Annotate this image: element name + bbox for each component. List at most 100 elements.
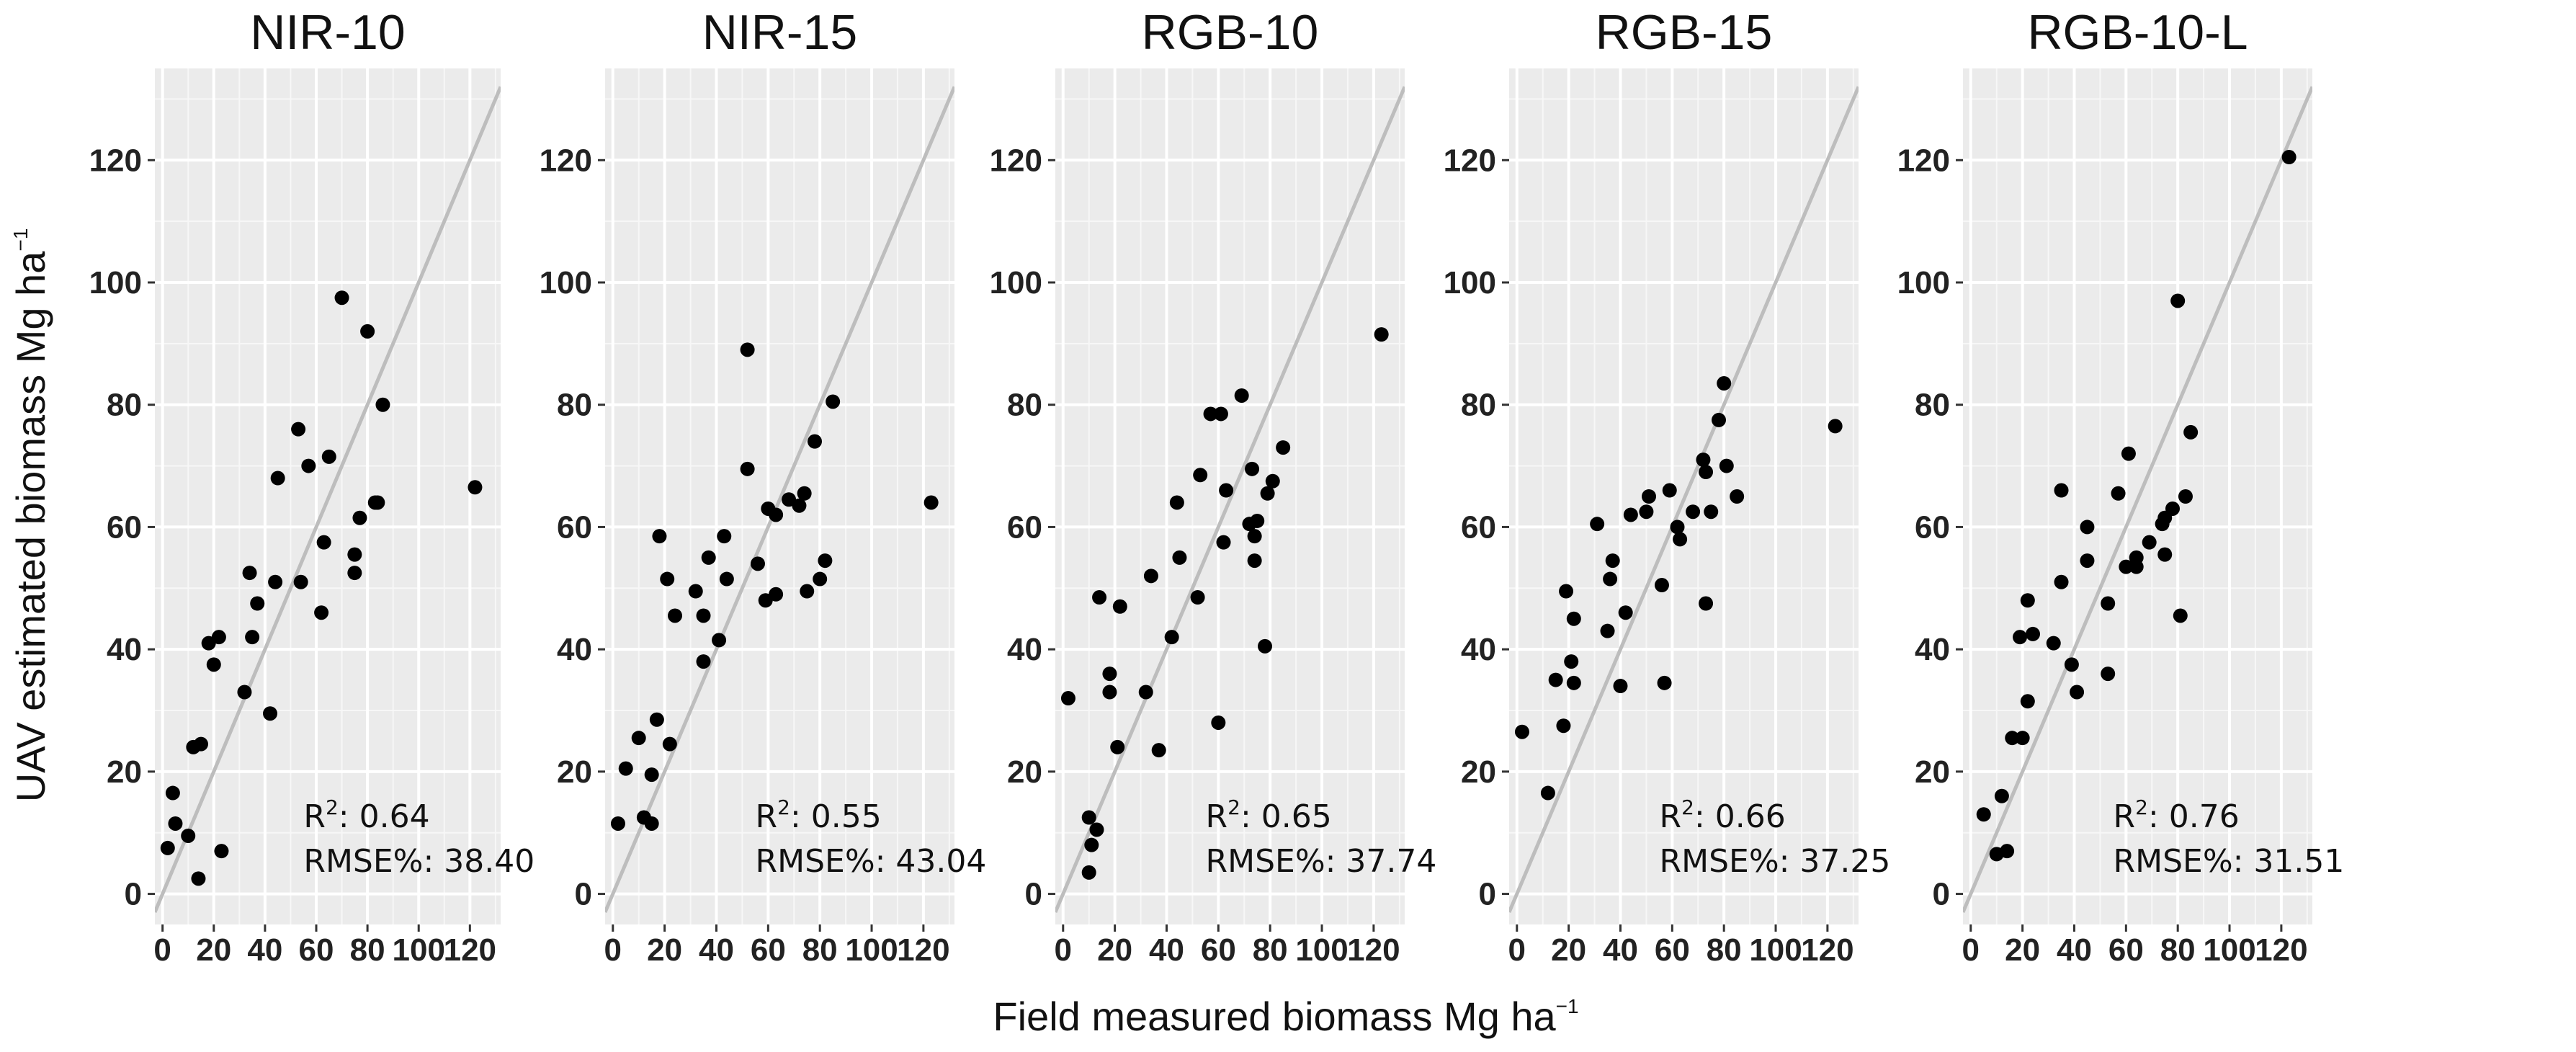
y-tick-label: 0: [125, 877, 142, 912]
x-tick-label: 40: [699, 932, 734, 968]
data-point: [334, 290, 349, 306]
data-point: [1613, 679, 1628, 694]
data-point: [1704, 504, 1719, 520]
data-point: [826, 394, 841, 409]
x-tick-label: 80: [1707, 932, 1742, 968]
r-squared-label: R2: 0.66: [1660, 795, 1786, 835]
data-point: [1084, 837, 1099, 852]
x-tick-label: 0: [1508, 932, 1526, 968]
data-point: [2119, 559, 2134, 574]
data-point: [1699, 596, 1714, 611]
data-point: [1712, 412, 1726, 427]
data-point: [1662, 483, 1677, 498]
data-point: [1193, 468, 1208, 483]
data-point: [652, 529, 667, 544]
data-point: [2005, 731, 2020, 746]
data-point: [2121, 446, 2136, 461]
data-point: [2000, 844, 2015, 859]
y-tick-label: 100: [1897, 265, 1950, 300]
y-tick-label: 60: [557, 509, 592, 545]
data-point: [792, 498, 807, 513]
data-point: [250, 596, 265, 611]
x-tick-label: 120: [2255, 932, 2307, 968]
y-tick-label: 100: [990, 265, 1042, 300]
data-point: [1654, 578, 1669, 593]
data-point: [2013, 630, 2028, 645]
r-squared-label: R2: 0.65: [1206, 795, 1332, 835]
data-point: [1603, 571, 1618, 587]
panel-title: NIR-15: [702, 5, 857, 60]
data-point: [1060, 691, 1075, 706]
data-point: [242, 566, 257, 581]
rmse-label: RMSE%: 38.40: [303, 843, 535, 880]
data-point: [1699, 465, 1714, 480]
data-point: [662, 736, 677, 752]
r-squared-label: R2: 0.55: [756, 795, 882, 835]
data-point: [2281, 150, 2297, 165]
data-point: [2129, 559, 2144, 574]
data-point: [1657, 675, 1672, 690]
data-point: [245, 630, 260, 645]
data-point: [808, 434, 822, 449]
data-point: [1219, 483, 1234, 498]
x-tick-label: 80: [1253, 932, 1288, 968]
data-point: [194, 736, 208, 752]
y-tick-label: 20: [1915, 754, 1950, 790]
y-tick-label: 0: [1025, 877, 1042, 912]
y-tick-label: 20: [107, 754, 142, 790]
x-tick-label: 20: [196, 932, 231, 968]
data-point: [293, 574, 308, 589]
data-point: [360, 324, 375, 339]
x-tick-label: 120: [1347, 932, 1400, 968]
data-point: [1276, 440, 1291, 455]
y-tick-label: 100: [540, 265, 592, 300]
y-tick-label: 120: [89, 143, 142, 178]
data-point: [1514, 724, 1529, 739]
data-point: [263, 706, 277, 721]
data-point: [2165, 501, 2180, 516]
data-point: [696, 654, 711, 669]
data-point: [321, 449, 336, 464]
y-tick-label: 60: [1007, 509, 1042, 545]
data-point: [2178, 489, 2193, 504]
data-point: [191, 871, 206, 886]
rmse-label: RMSE%: 37.25: [1660, 843, 1891, 880]
data-point: [1151, 743, 1166, 758]
data-point: [750, 556, 765, 571]
data-point: [797, 486, 812, 501]
panel-title: NIR-10: [250, 5, 405, 60]
x-tick-label: 40: [1603, 932, 1638, 968]
data-point: [1719, 458, 1734, 473]
x-tick-label: 100: [845, 932, 898, 968]
y-tick-label: 120: [540, 143, 592, 178]
data-point: [2026, 626, 2040, 641]
x-tick-label: 100: [2203, 932, 2255, 968]
one-to-one-line: [155, 86, 501, 913]
data-point: [168, 816, 183, 831]
data-point: [2157, 547, 2173, 562]
data-point: [347, 566, 362, 581]
x-tick-label: 20: [1097, 932, 1132, 968]
x-tick-label: 120: [1801, 932, 1853, 968]
data-point: [1642, 489, 1656, 504]
data-point: [696, 608, 711, 623]
one-to-one-line: [1055, 86, 1405, 914]
data-point: [237, 685, 252, 700]
data-point: [668, 608, 682, 623]
rmse-label: RMSE%: 43.04: [756, 843, 987, 880]
x-tick-label: 80: [2160, 932, 2196, 968]
y-tick-label: 20: [557, 754, 592, 790]
data-point: [1247, 529, 1262, 544]
data-point: [1548, 672, 1563, 687]
data-point: [2183, 424, 2199, 440]
data-point: [740, 342, 755, 357]
data-point: [740, 461, 755, 476]
data-point: [1234, 388, 1249, 403]
data-point: [316, 535, 331, 550]
x-tick-label: 20: [2005, 932, 2040, 968]
data-point: [1590, 517, 1605, 532]
y-tick-label: 20: [1007, 754, 1042, 790]
y-tick-label: 60: [1915, 509, 1950, 545]
data-point: [649, 712, 664, 727]
data-point: [375, 397, 390, 412]
